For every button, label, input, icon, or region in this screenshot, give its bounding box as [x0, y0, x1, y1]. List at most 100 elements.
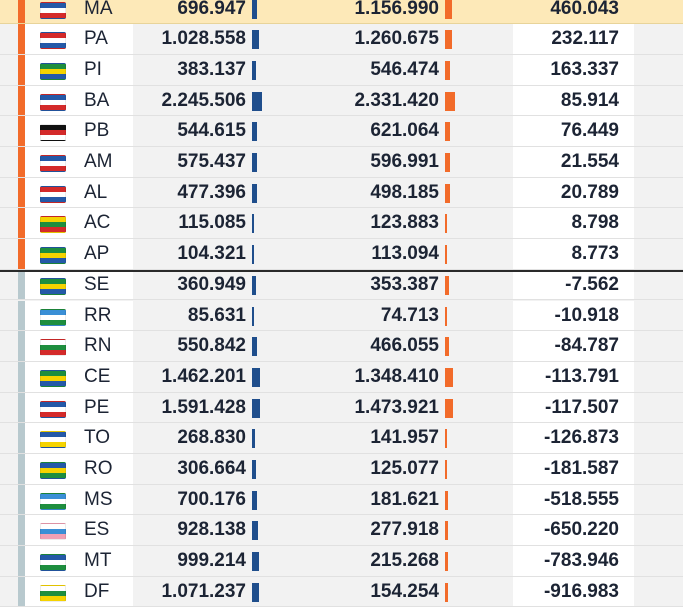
flag-ap-icon [40, 247, 66, 265]
flag-rr-icon [40, 308, 66, 326]
table-row: SE 360.949 353.387 -7.562 [0, 269, 683, 301]
table-row: RO 306.664 125.077 -181.587 [0, 454, 683, 485]
state-cell: PA [25, 24, 133, 54]
value-after: 215.268 [370, 550, 439, 572]
loss-indicator [18, 515, 25, 546]
flag-ro-icon [40, 462, 66, 479]
value-before: 268.830 [177, 427, 246, 449]
table-row: PA 1.028.558 1.260.675 232.117 [0, 24, 683, 55]
value-after: 123.883 [370, 212, 439, 234]
table-row: BA 2.245.506 2.331.420 85.914 [0, 85, 683, 117]
state-abbreviation: RO [84, 458, 113, 479]
difference-cell [513, 331, 634, 361]
value-before: 104.321 [177, 243, 246, 265]
flag-ac-icon [40, 216, 66, 234]
flag-pb-icon [40, 124, 66, 142]
difference-cell [513, 54, 634, 85]
bar-after [445, 122, 451, 142]
flag-ce-icon [40, 369, 66, 387]
loss-indicator [18, 392, 25, 423]
value-before: 1.462.201 [161, 365, 246, 387]
state-abbreviation: MA [84, 0, 113, 19]
loss-indicator [18, 576, 25, 607]
state-cell: AM [25, 147, 133, 177]
state-cell: RR [25, 300, 133, 331]
flag-mt-icon [40, 554, 66, 572]
bar-after [445, 245, 448, 265]
table-row: PE 1.591.428 1.473.921 -117.507 [0, 392, 683, 424]
table-row: MS 700.176 181.621 -518.555 [0, 484, 683, 516]
difference-cell [513, 85, 634, 116]
value-difference: -117.507 [545, 396, 619, 418]
bar-after [445, 490, 448, 510]
state-abbreviation: AM [84, 151, 113, 172]
value-difference: 460.043 [550, 0, 619, 19]
state-abbreviation: PI [84, 58, 102, 80]
value-difference: 232.117 [551, 28, 619, 50]
loss-indicator [18, 300, 25, 331]
value-after: 181.621 [370, 488, 439, 510]
bar-before [252, 245, 255, 265]
value-before: 477.396 [177, 181, 246, 203]
table-row: CE 1.462.201 1.348.410 -113.791 [0, 361, 683, 393]
value-difference: -181.587 [543, 458, 619, 479]
difference-cell [513, 300, 634, 331]
gain-indicator [18, 116, 25, 146]
bar-after [445, 429, 448, 449]
value-before: 700.176 [177, 488, 246, 510]
state-abbreviation: MS [84, 488, 113, 510]
bar-after [445, 367, 453, 387]
value-before: 115.085 [178, 212, 246, 234]
value-difference: 8.773 [571, 243, 619, 265]
difference-cell [513, 515, 634, 546]
difference-cell [513, 177, 634, 208]
flag-rn-icon [40, 339, 66, 357]
difference-cell [513, 361, 634, 392]
flag-to-icon [40, 431, 66, 449]
bar-before [252, 306, 254, 326]
gain-indicator [18, 177, 25, 208]
value-before: 928.138 [177, 519, 246, 541]
difference-cell [513, 392, 634, 423]
flag-al-icon [40, 185, 66, 203]
gain-indicator [18, 208, 25, 239]
gain-indicator [18, 24, 25, 54]
table-row: DF 1.071.237 154.254 -916.983 [0, 576, 683, 607]
bar-after [445, 398, 453, 418]
table-row: AP 104.321 113.094 8.773 [0, 239, 683, 270]
value-after: 498.185 [370, 181, 439, 203]
bar-before [252, 582, 259, 602]
state-cell: TO [25, 423, 133, 453]
bar-before [252, 398, 261, 418]
bar-before [252, 521, 259, 541]
value-after: 277.918 [370, 519, 439, 541]
table-row: MA 696.947 1.156.990 460.043 [0, 0, 683, 25]
value-difference: -518.555 [543, 488, 619, 510]
bar-before [252, 153, 257, 172]
bar-before [252, 214, 255, 234]
bar-after [445, 214, 448, 234]
difference-cell [513, 147, 634, 177]
value-difference: -84.787 [554, 335, 619, 357]
state-cell: PI [25, 54, 133, 85]
table-row: PB 544.615 621.064 76.449 [0, 116, 683, 147]
bar-before [252, 0, 258, 19]
state-cell: SE [25, 269, 133, 300]
flag-ms-icon [40, 492, 66, 510]
value-before: 696.947 [177, 0, 246, 19]
bar-after [445, 306, 447, 326]
bar-after [445, 0, 453, 19]
table-row: MT 999.214 215.268 -783.946 [0, 546, 683, 577]
value-after: 125.077 [370, 458, 439, 479]
table-row: AM 575.437 596.991 21.554 [0, 147, 683, 178]
state-cell: MT [25, 546, 133, 576]
loss-indicator [18, 454, 25, 484]
value-before: 2.245.506 [161, 89, 246, 111]
bar-after [445, 521, 449, 541]
table-row: AC 115.085 123.883 8.798 [0, 208, 683, 240]
value-after: 353.387 [370, 273, 439, 295]
value-before: 544.615 [177, 120, 246, 142]
value-difference: 21.554 [560, 151, 619, 172]
value-before: 383.137 [177, 58, 246, 80]
value-before: 1.028.558 [161, 28, 246, 50]
